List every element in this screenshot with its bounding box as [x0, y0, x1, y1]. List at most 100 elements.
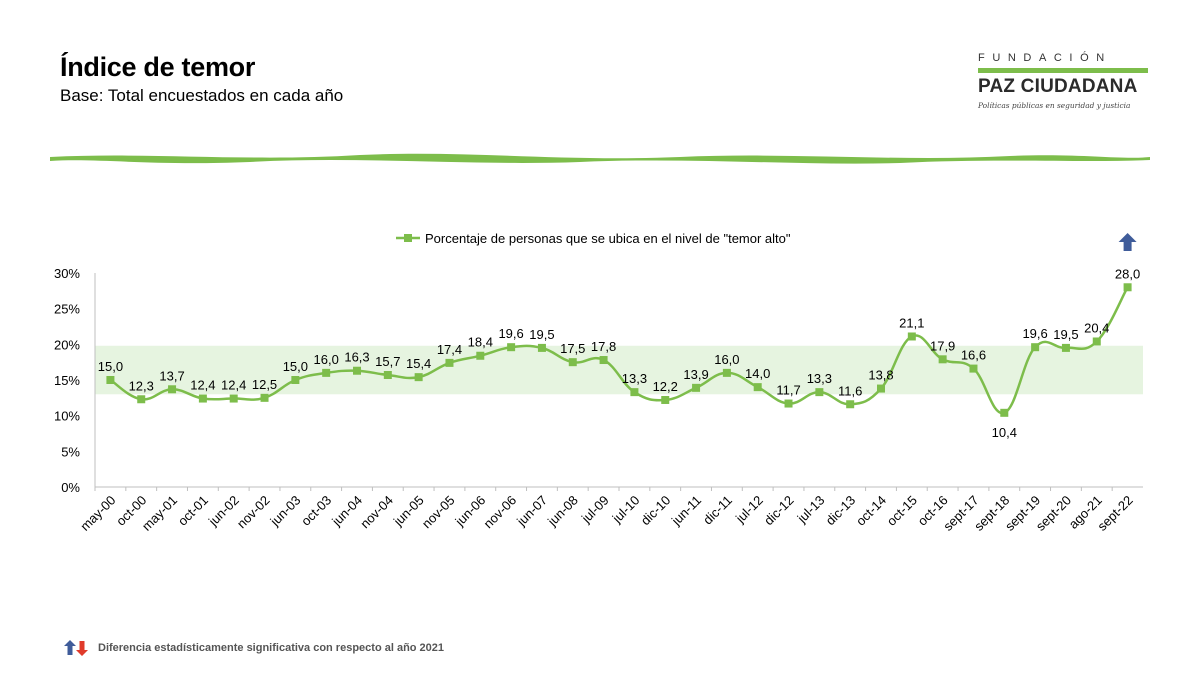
data-point: [445, 358, 454, 367]
x-tick-label: dic-11: [700, 493, 735, 528]
logo-line1: FUNDACIÓN: [978, 52, 1112, 64]
page-title: Índice de temor: [60, 52, 256, 82]
data-label: 19,5: [1053, 327, 1078, 342]
data-point: [568, 358, 577, 367]
data-point: [846, 400, 855, 409]
y-tick-label: 5%: [61, 444, 80, 459]
data-label: 21,1: [899, 315, 924, 330]
x-tick-label: nov-05: [419, 493, 458, 532]
logo: FUNDACIÓN PAZ CIUDADANA Políticas públic…: [978, 52, 1150, 110]
data-point: [815, 388, 824, 397]
significance-arrows-icon: [64, 640, 88, 656]
x-tick-label: nov-04: [357, 493, 396, 532]
data-point: [1000, 408, 1009, 417]
x-tick-label: jun-08: [544, 493, 581, 530]
data-label: 28,0: [1115, 266, 1140, 281]
x-tick-label: oct-15: [884, 493, 920, 529]
x-tick-label: jun-11: [668, 493, 704, 529]
data-point: [198, 394, 207, 403]
logo-bar: [978, 68, 1148, 73]
data-label: 18,4: [468, 335, 493, 350]
significant-up-arrow-icon: [1118, 233, 1137, 251]
x-tick-label: jul-12: [732, 493, 766, 527]
data-label: 13,3: [622, 371, 647, 386]
y-tick-label: 0%: [61, 480, 80, 495]
x-tick-label: nov-06: [481, 493, 520, 532]
y-tick-label: 30%: [54, 266, 80, 281]
data-label: 10,4: [992, 425, 1017, 440]
data-label: 17,9: [930, 338, 955, 353]
footnote: Diferencia estadísticamente significativ…: [98, 642, 445, 654]
data-label: 16,3: [344, 350, 369, 365]
data-point: [1031, 343, 1040, 352]
data-point: [414, 373, 423, 382]
data-label: 12,2: [653, 379, 678, 394]
reference-band: [95, 345, 1143, 395]
data-label: 12,4: [190, 378, 215, 393]
data-point: [260, 393, 269, 402]
data-point: [507, 343, 516, 352]
data-label: 12,4: [221, 378, 246, 393]
x-tick-label: dic-10: [638, 493, 674, 529]
logo-line2: PAZ CIUDADANA: [978, 76, 1138, 97]
data-label: 19,5: [529, 327, 554, 342]
page-subtitle: Base: Total encuestados en cada año: [60, 86, 344, 105]
data-point: [476, 351, 485, 360]
data-point: [969, 364, 978, 373]
data-point: [137, 395, 146, 404]
x-tick-label: nov-02: [234, 493, 273, 532]
data-label: 12,3: [129, 378, 154, 393]
x-tick-label: dic-12: [761, 493, 797, 529]
data-label: 11,7: [776, 383, 800, 398]
data-point: [907, 332, 916, 341]
data-point: [784, 399, 793, 408]
data-label: 17,4: [437, 342, 462, 357]
data-point: [1061, 343, 1070, 352]
data-point: [753, 383, 762, 392]
data-point: [168, 385, 177, 394]
data-label: 13,8: [868, 368, 893, 383]
x-tick-label: jun-03: [267, 493, 304, 530]
data-label: 19,6: [498, 326, 523, 341]
data-point: [322, 368, 331, 377]
data-point: [291, 376, 300, 384]
data-label: 12,5: [252, 377, 277, 392]
data-label: 15,0: [283, 359, 308, 374]
data-point: [877, 384, 885, 393]
data-point: [106, 376, 115, 384]
x-tick-label: sept-20: [1033, 493, 1074, 534]
data-point: [938, 355, 947, 364]
data-point: [383, 371, 392, 380]
data-point: [229, 394, 238, 403]
legend-label: Porcentaje de personas que se ubica en e…: [425, 231, 791, 246]
logo-tagline: Políticas públicas en seguridad y justic…: [978, 101, 1131, 110]
data-point: [1123, 283, 1132, 292]
data-point: [599, 356, 608, 365]
y-tick-label: 10%: [54, 409, 80, 424]
data-label: 19,6: [1022, 326, 1047, 341]
data-label: 14,0: [745, 366, 770, 381]
data-point: [353, 366, 361, 375]
data-label: 16,0: [714, 352, 739, 367]
legend-marker: [404, 234, 412, 242]
y-tick-label: 15%: [54, 373, 80, 388]
y-tick-label: 20%: [54, 337, 80, 352]
data-label: 13,3: [807, 371, 832, 386]
x-tick-label: jul-09: [578, 493, 612, 527]
data-label: 13,9: [683, 367, 708, 382]
data-point: [1092, 337, 1101, 346]
x-tick-label: oct-01: [175, 493, 211, 529]
x-tick-label: oct-14: [853, 493, 889, 529]
y-tick-label: 25%: [54, 302, 80, 317]
data-point: [722, 368, 731, 377]
data-label: 13,7: [159, 368, 184, 383]
x-tick-label: jun-07: [513, 493, 550, 530]
data-label: 20,4: [1084, 320, 1109, 335]
data-point: [630, 388, 639, 397]
brush-divider: [50, 153, 1150, 164]
data-label: 15,4: [406, 356, 431, 371]
x-tick-label: jul-13: [794, 493, 828, 527]
data-label: 17,8: [591, 339, 616, 354]
data-label: 15,0: [98, 359, 123, 374]
x-tick-label: oct-03: [298, 493, 334, 529]
